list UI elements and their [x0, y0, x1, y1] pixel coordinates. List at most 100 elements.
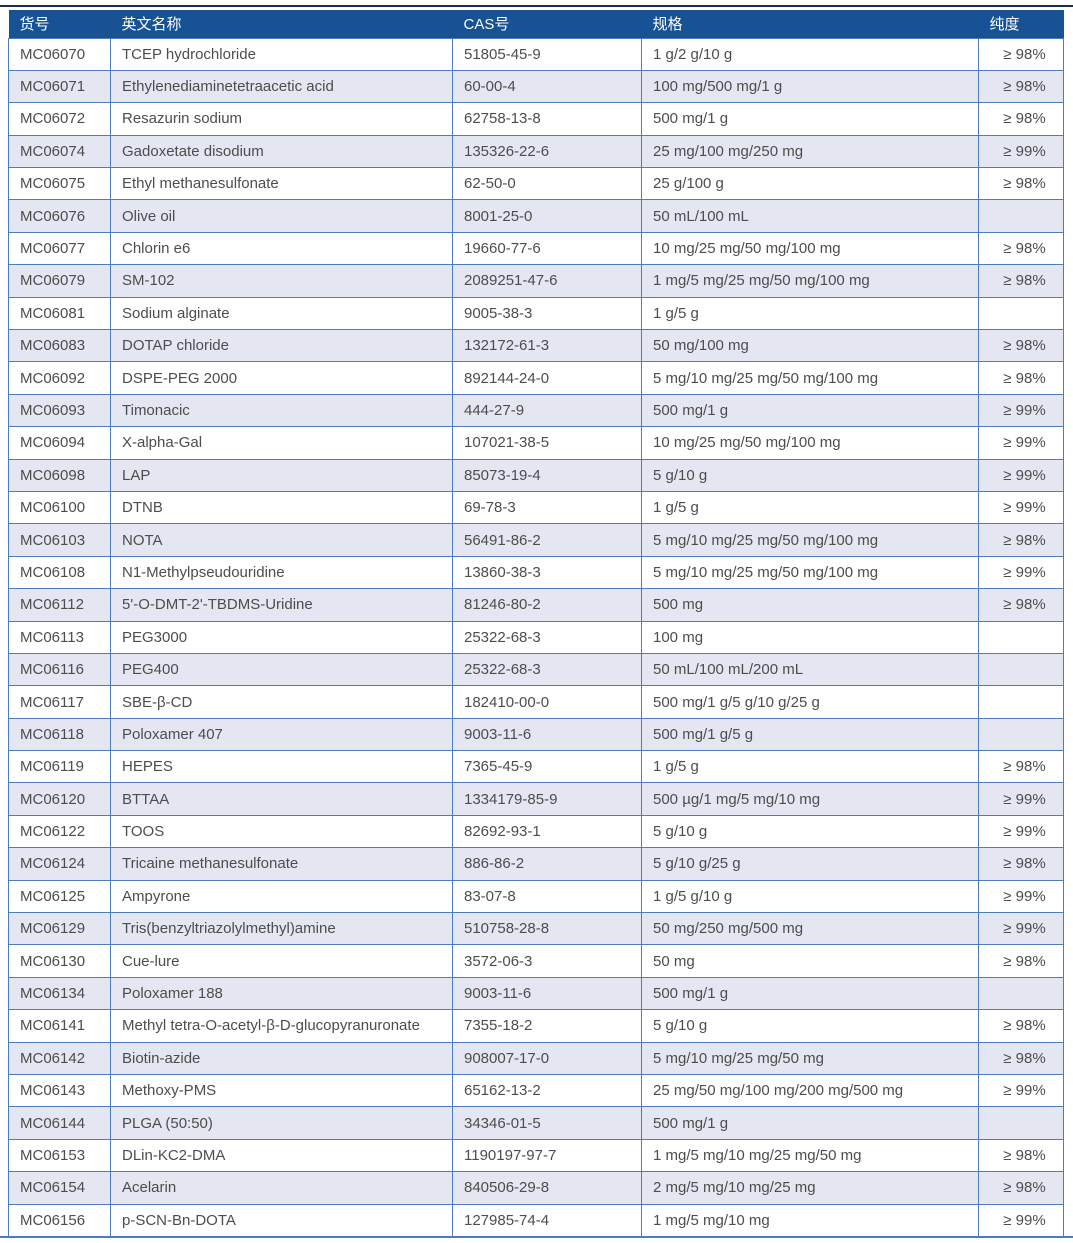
cell-cas: 9003-11-6: [452, 976, 642, 1011]
cell-purity: ≥ 98%: [978, 361, 1064, 395]
table-row: MC06081 Sodium alginate 9005-38-3 1 g/5 g: [8, 296, 1064, 331]
table-row: MC06153 DLin-KC2-DMA 1190197-97-7 1 mg/5 mg…: [8, 1138, 1064, 1173]
cell-code: MC06153: [8, 1138, 111, 1173]
table-row: MC06070 TCEP hydrochloride 51805-45-9 1 g/2…: [8, 37, 1064, 71]
cell-code: MC06141: [8, 1009, 111, 1043]
cell-code: MC06079: [8, 264, 111, 298]
table-row: MC06125 Ampyrone 83-07-8 1 g/5 g/10 g ≥ 99%: [8, 879, 1064, 914]
cell-spec: 50 mg: [641, 944, 979, 978]
cell-name: Ethyl methanesulfonate: [110, 167, 453, 201]
table-row: MC06074 Gadoxetate disodium 135326-22-6 25 …: [8, 134, 1064, 169]
cell-purity: [978, 976, 1064, 1011]
cell-name: DOTAP chloride: [110, 329, 453, 363]
cell-name: Biotin-azide: [110, 1041, 453, 1076]
cell-code: MC06119: [8, 750, 111, 784]
cell-purity: [978, 199, 1064, 233]
column-header-purity: 纯度: [978, 10, 1064, 38]
cell-spec: 2 mg/5 mg/10 mg/25 mg: [641, 1171, 979, 1205]
cell-spec: 500 mg/1 g: [641, 976, 979, 1011]
table-row: MC06094 X-alpha-Gal 107021-38-5 10 mg/25 mg…: [8, 426, 1064, 460]
cell-name: TCEP hydrochloride: [110, 37, 453, 71]
cell-cas: 56491-86-2: [452, 523, 642, 557]
cell-spec: 5 mg/10 mg/25 mg/50 mg/100 mg: [641, 361, 979, 395]
cell-purity: ≥ 98%: [978, 750, 1064, 784]
cell-spec: 10 mg/25 mg/50 mg/100 mg: [641, 426, 979, 460]
cell-code: MC06075: [8, 167, 111, 201]
cell-code: MC06072: [8, 102, 111, 136]
cell-name: SM-102: [110, 264, 453, 298]
cell-cas: 444-27-9: [452, 393, 642, 428]
cell-name: Tris(benzyltriazolylmethyl)amine: [110, 912, 453, 946]
cell-purity: ≥ 98%: [978, 847, 1064, 881]
cell-purity: ≥ 98%: [978, 102, 1064, 136]
cell-code: MC06092: [8, 361, 111, 395]
cell-spec: 500 mg/1 g: [641, 393, 979, 428]
cell-name: PEG3000: [110, 620, 453, 654]
cell-purity: ≥ 99%: [978, 912, 1064, 946]
cell-spec: 1 mg/5 mg/25 mg/50 mg/100 mg: [641, 264, 979, 298]
cell-cas: 13860-38-3: [452, 555, 642, 590]
table-row: MC06108 N1-Methylpseudouridine 13860-38-3 5…: [8, 555, 1064, 590]
cell-purity: ≥ 98%: [978, 1009, 1064, 1043]
cell-spec: 50 mL/100 mL/200 mL: [641, 652, 979, 687]
cell-name: Timonacic: [110, 393, 453, 428]
cell-purity: ≥ 99%: [978, 426, 1064, 460]
cell-purity: ≥ 99%: [978, 393, 1064, 428]
cell-cas: 8001-25-0: [452, 199, 642, 233]
table-row: MC06134 Poloxamer 188 9003-11-6 500 mg/1 g: [8, 976, 1064, 1011]
table-row: MC06077 Chlorin e6 19660-77-6 10 mg/25 mg/5…: [8, 231, 1064, 266]
table-row: MC06076 Olive oil 8001-25-0 50 mL/100 mL: [8, 199, 1064, 233]
cell-cas: 9003-11-6: [452, 717, 642, 752]
table-row: MC06071 Ethylenediaminetetraacetic acid 60…: [8, 69, 1064, 104]
cell-code: MC06076: [8, 199, 111, 233]
cell-purity: [978, 620, 1064, 654]
cell-code: MC06156: [8, 1203, 111, 1237]
table-row: MC06072 Resazurin sodium 62758-13-8 500 mg/…: [8, 102, 1064, 136]
cell-code: MC06083: [8, 329, 111, 363]
cell-purity: ≥ 99%: [978, 782, 1064, 816]
cell-cas: 25322-68-3: [452, 620, 642, 654]
cell-spec: 1 g/2 g/10 g: [641, 37, 979, 71]
table-row: MC06156 p-SCN-Bn-DOTA 127985-74-4 1 mg/5 mg…: [8, 1203, 1064, 1237]
cell-purity: ≥ 98%: [978, 1171, 1064, 1205]
table-row: MC06118 Poloxamer 407 9003-11-6 500 mg/1 g/…: [8, 717, 1064, 752]
cell-spec: 500 mg/1 g/5 g: [641, 717, 979, 752]
cell-spec: 5 g/10 g: [641, 814, 979, 849]
cell-spec: 50 mg/250 mg/500 mg: [641, 912, 979, 946]
table-row: MC06116 PEG400 25322-68-3 50 mL/100 mL/200 …: [8, 652, 1064, 687]
cell-spec: 100 mg/500 mg/1 g: [641, 69, 979, 104]
cell-cas: 1334179-85-9: [452, 782, 642, 816]
table-row: MC06154 Acelarin 840506-29-8 2 mg/5 mg/10 m…: [8, 1171, 1064, 1205]
cell-spec: 500 mg/1 g/5 g/10 g/25 g: [641, 685, 979, 719]
cell-cas: 19660-77-6: [452, 231, 642, 266]
cell-code: MC06129: [8, 912, 111, 946]
cell-spec: 1 mg/5 mg/10 mg: [641, 1203, 979, 1237]
cell-cas: 2089251-47-6: [452, 264, 642, 298]
table-row: MC06075 Ethyl methanesulfonate 62-50-0 25 g…: [8, 167, 1064, 201]
cell-code: MC06100: [8, 490, 111, 525]
cell-name: BTTAA: [110, 782, 453, 816]
cell-purity: ≥ 99%: [978, 134, 1064, 169]
cell-code: MC06071: [8, 69, 111, 104]
column-header-cas: CAS号: [452, 10, 642, 38]
table-row: MC06129 Tris(benzyltriazolylmethyl)amine 5…: [8, 912, 1064, 946]
cell-spec: 5 g/10 g: [641, 458, 979, 492]
cell-code: MC06142: [8, 1041, 111, 1076]
cell-cas: 886-86-2: [452, 847, 642, 881]
table-row: MC06103 NOTA 56491-86-2 5 mg/10 mg/25 mg/50…: [8, 523, 1064, 557]
cell-spec: 500 mg: [641, 588, 979, 622]
cell-purity: [978, 685, 1064, 719]
cell-name: Gadoxetate disodium: [110, 134, 453, 169]
cell-name: Poloxamer 407: [110, 717, 453, 752]
cell-name: HEPES: [110, 750, 453, 784]
table-row: MC06141 Methyl tetra-O-acetyl-β-D-glucopy…: [8, 1009, 1064, 1043]
cell-name: DTNB: [110, 490, 453, 525]
table-row: MC06093 Timonacic 444-27-9 500 mg/1 g ≥ 99%: [8, 393, 1064, 428]
cell-code: MC06074: [8, 134, 111, 169]
cell-cas: 510758-28-8: [452, 912, 642, 946]
cell-purity: [978, 1106, 1064, 1140]
table-body: MC06070 TCEP hydrochloride 51805-45-9 1 g/2…: [8, 37, 1064, 1237]
cell-name: Olive oil: [110, 199, 453, 233]
cell-spec: 5 mg/10 mg/25 mg/50 mg/100 mg: [641, 555, 979, 590]
cell-code: MC06112: [8, 588, 111, 622]
